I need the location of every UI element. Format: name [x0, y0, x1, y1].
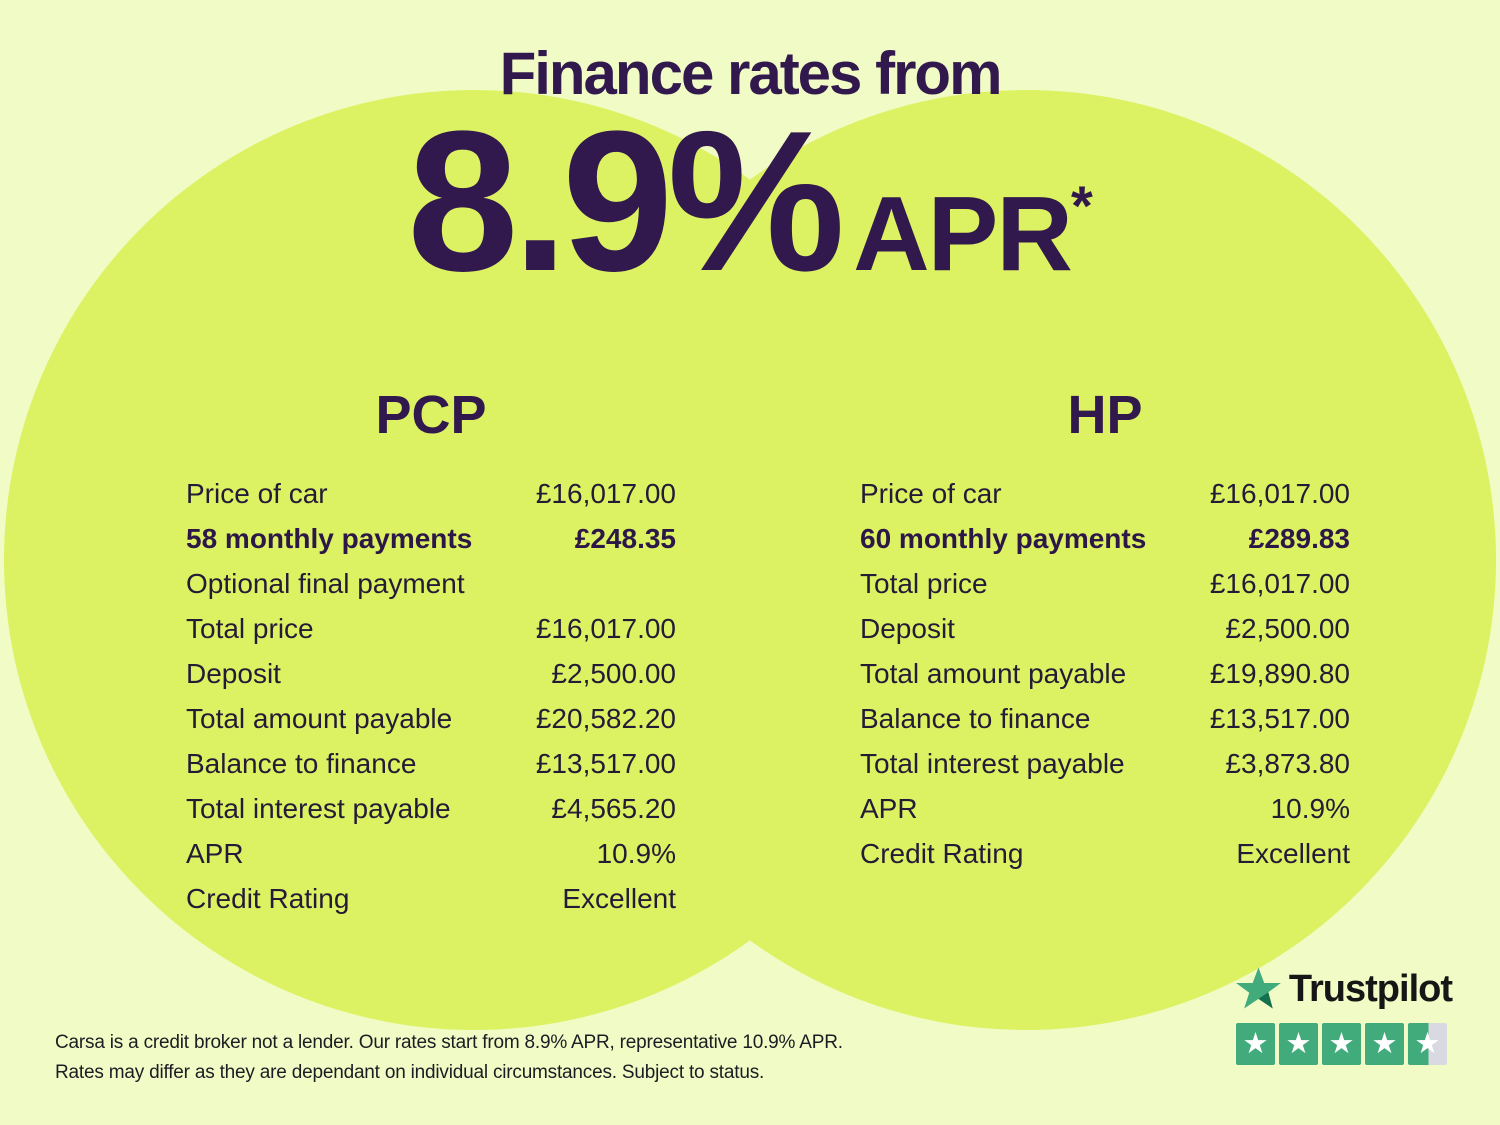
- row-label: Deposit: [860, 613, 955, 644]
- row-label: Balance to finance: [186, 748, 417, 779]
- row-label: Credit Rating: [186, 883, 350, 914]
- rating-star-3: ★: [1322, 1023, 1361, 1065]
- table-row: Price of car £16,017.00: [860, 478, 1350, 523]
- hp-table: Price of car £16,017.00 60 monthly payme…: [860, 478, 1350, 883]
- row-value: £16,017.00: [535, 478, 676, 509]
- pcp-table: Price of car £16,017.00 58 monthly payme…: [186, 478, 676, 928]
- row-label: Balance to finance: [860, 703, 1091, 734]
- star-icon: ★: [1285, 1025, 1312, 1060]
- table-row: Balance to finance £13,517.00: [186, 748, 676, 793]
- row-label: 60 monthly payments: [860, 523, 1147, 554]
- star-icon: ★: [1414, 1025, 1441, 1060]
- star-icon: ★: [1371, 1025, 1398, 1060]
- right-lime-circle: [556, 90, 1496, 1030]
- row-label: APR: [860, 793, 918, 824]
- row-label: 58 monthly payments: [186, 523, 473, 554]
- row-value: £248.35: [574, 523, 676, 554]
- pcp-panel: PCP Price of car £16,017.00 58 monthly p…: [186, 388, 676, 928]
- row-value: £289.83: [1248, 523, 1350, 554]
- row-label: Total price: [860, 568, 988, 599]
- star-icon: ★: [1328, 1025, 1355, 1060]
- rating-star-1: ★: [1236, 1023, 1275, 1065]
- hp-title: HP: [1067, 385, 1143, 445]
- table-row: Total amount payable £20,582.20: [186, 703, 676, 748]
- table-row: Total interest payable £3,873.80: [860, 748, 1350, 793]
- row-value: £16,017.00: [535, 613, 676, 644]
- table-row: Price of car £16,017.00: [186, 478, 676, 523]
- row-value: £20,582.20: [535, 703, 676, 734]
- row-value: £2,500.00: [1225, 613, 1350, 644]
- star-rating: ★ ★ ★ ★ ★: [1236, 1023, 1452, 1065]
- row-label: Total interest payable: [860, 748, 1125, 779]
- apr-label: APR: [853, 175, 1073, 293]
- hp-panel: HP Price of car £16,017.00 60 monthly pa…: [860, 388, 1350, 883]
- star-icon: ★: [1242, 1025, 1269, 1060]
- row-value: £16,017.00: [1209, 568, 1350, 599]
- table-row: Deposit £2,500.00: [860, 613, 1350, 658]
- table-row: Optional final payment: [186, 568, 676, 613]
- row-value: £13,517.00: [535, 748, 676, 779]
- rating-star-4: ★: [1365, 1023, 1404, 1065]
- row-value: 10.9%: [1270, 793, 1350, 824]
- trustpilot-star-icon: [1236, 967, 1281, 1009]
- table-row: Balance to finance £13,517.00: [860, 703, 1350, 748]
- row-value: £3,873.80: [1225, 748, 1350, 779]
- disclaimer-line-2: Rates may differ as they are dependant o…: [55, 1062, 765, 1083]
- row-label: Price of car: [860, 478, 1002, 509]
- row-label: Optional final payment: [186, 568, 465, 599]
- row-label: APR: [186, 838, 244, 869]
- row-value: Excellent: [1236, 838, 1350, 869]
- table-row: Total price £16,017.00: [186, 613, 676, 658]
- table-row: 58 monthly payments £248.35: [186, 523, 676, 568]
- disclaimer-text: Carsa is a credit broker not a lender. O…: [55, 1028, 843, 1088]
- table-row: Total amount payable £19,890.80: [860, 658, 1350, 703]
- trustpilot-wordmark: Trustpilot: [1288, 967, 1453, 1010]
- row-label: Deposit: [186, 658, 281, 689]
- row-label: Total amount payable: [186, 703, 453, 734]
- rating-star-2: ★: [1279, 1023, 1318, 1065]
- row-value: £2,500.00: [551, 658, 676, 689]
- table-row: Credit Rating Excellent: [186, 883, 676, 928]
- row-label: Total price: [186, 613, 314, 644]
- row-label: Credit Rating: [860, 838, 1024, 869]
- apr-footnote-marker: *: [1070, 174, 1093, 237]
- disclaimer-line-1: Carsa is a credit broker not a lender. O…: [55, 1032, 843, 1053]
- trustpilot-logo: Trustpilot: [1236, 962, 1453, 1016]
- row-value: £16,017.00: [1209, 478, 1350, 509]
- table-row: APR 10.9%: [186, 838, 676, 883]
- table-row: Credit Rating Excellent: [860, 838, 1350, 883]
- table-row: APR 10.9%: [860, 793, 1350, 838]
- table-row: Total interest payable £4,565.20: [186, 793, 676, 838]
- table-row: Deposit £2,500.00: [186, 658, 676, 703]
- row-label: Price of car: [186, 478, 328, 509]
- rate-value: 8.9%: [407, 90, 845, 313]
- row-label: Total interest payable: [186, 793, 451, 824]
- row-value: £19,890.80: [1209, 658, 1350, 689]
- row-value: Excellent: [562, 883, 676, 914]
- page-title: Finance rates from: [499, 40, 1003, 107]
- rating-star-5-half: ★: [1408, 1023, 1447, 1065]
- table-row: Total price £16,017.00: [860, 568, 1350, 613]
- rate-headline: 8.9% APR*: [0, 102, 1500, 302]
- table-row: 60 monthly payments £289.83: [860, 523, 1350, 568]
- pcp-title: PCP: [375, 385, 487, 445]
- row-label: Total amount payable: [860, 658, 1127, 689]
- row-value: 10.9%: [596, 838, 676, 869]
- row-value: £4,565.20: [551, 793, 676, 824]
- trustpilot-badge: Trustpilot ★ ★ ★ ★ ★: [1236, 962, 1453, 1065]
- row-value: £13,517.00: [1209, 703, 1350, 734]
